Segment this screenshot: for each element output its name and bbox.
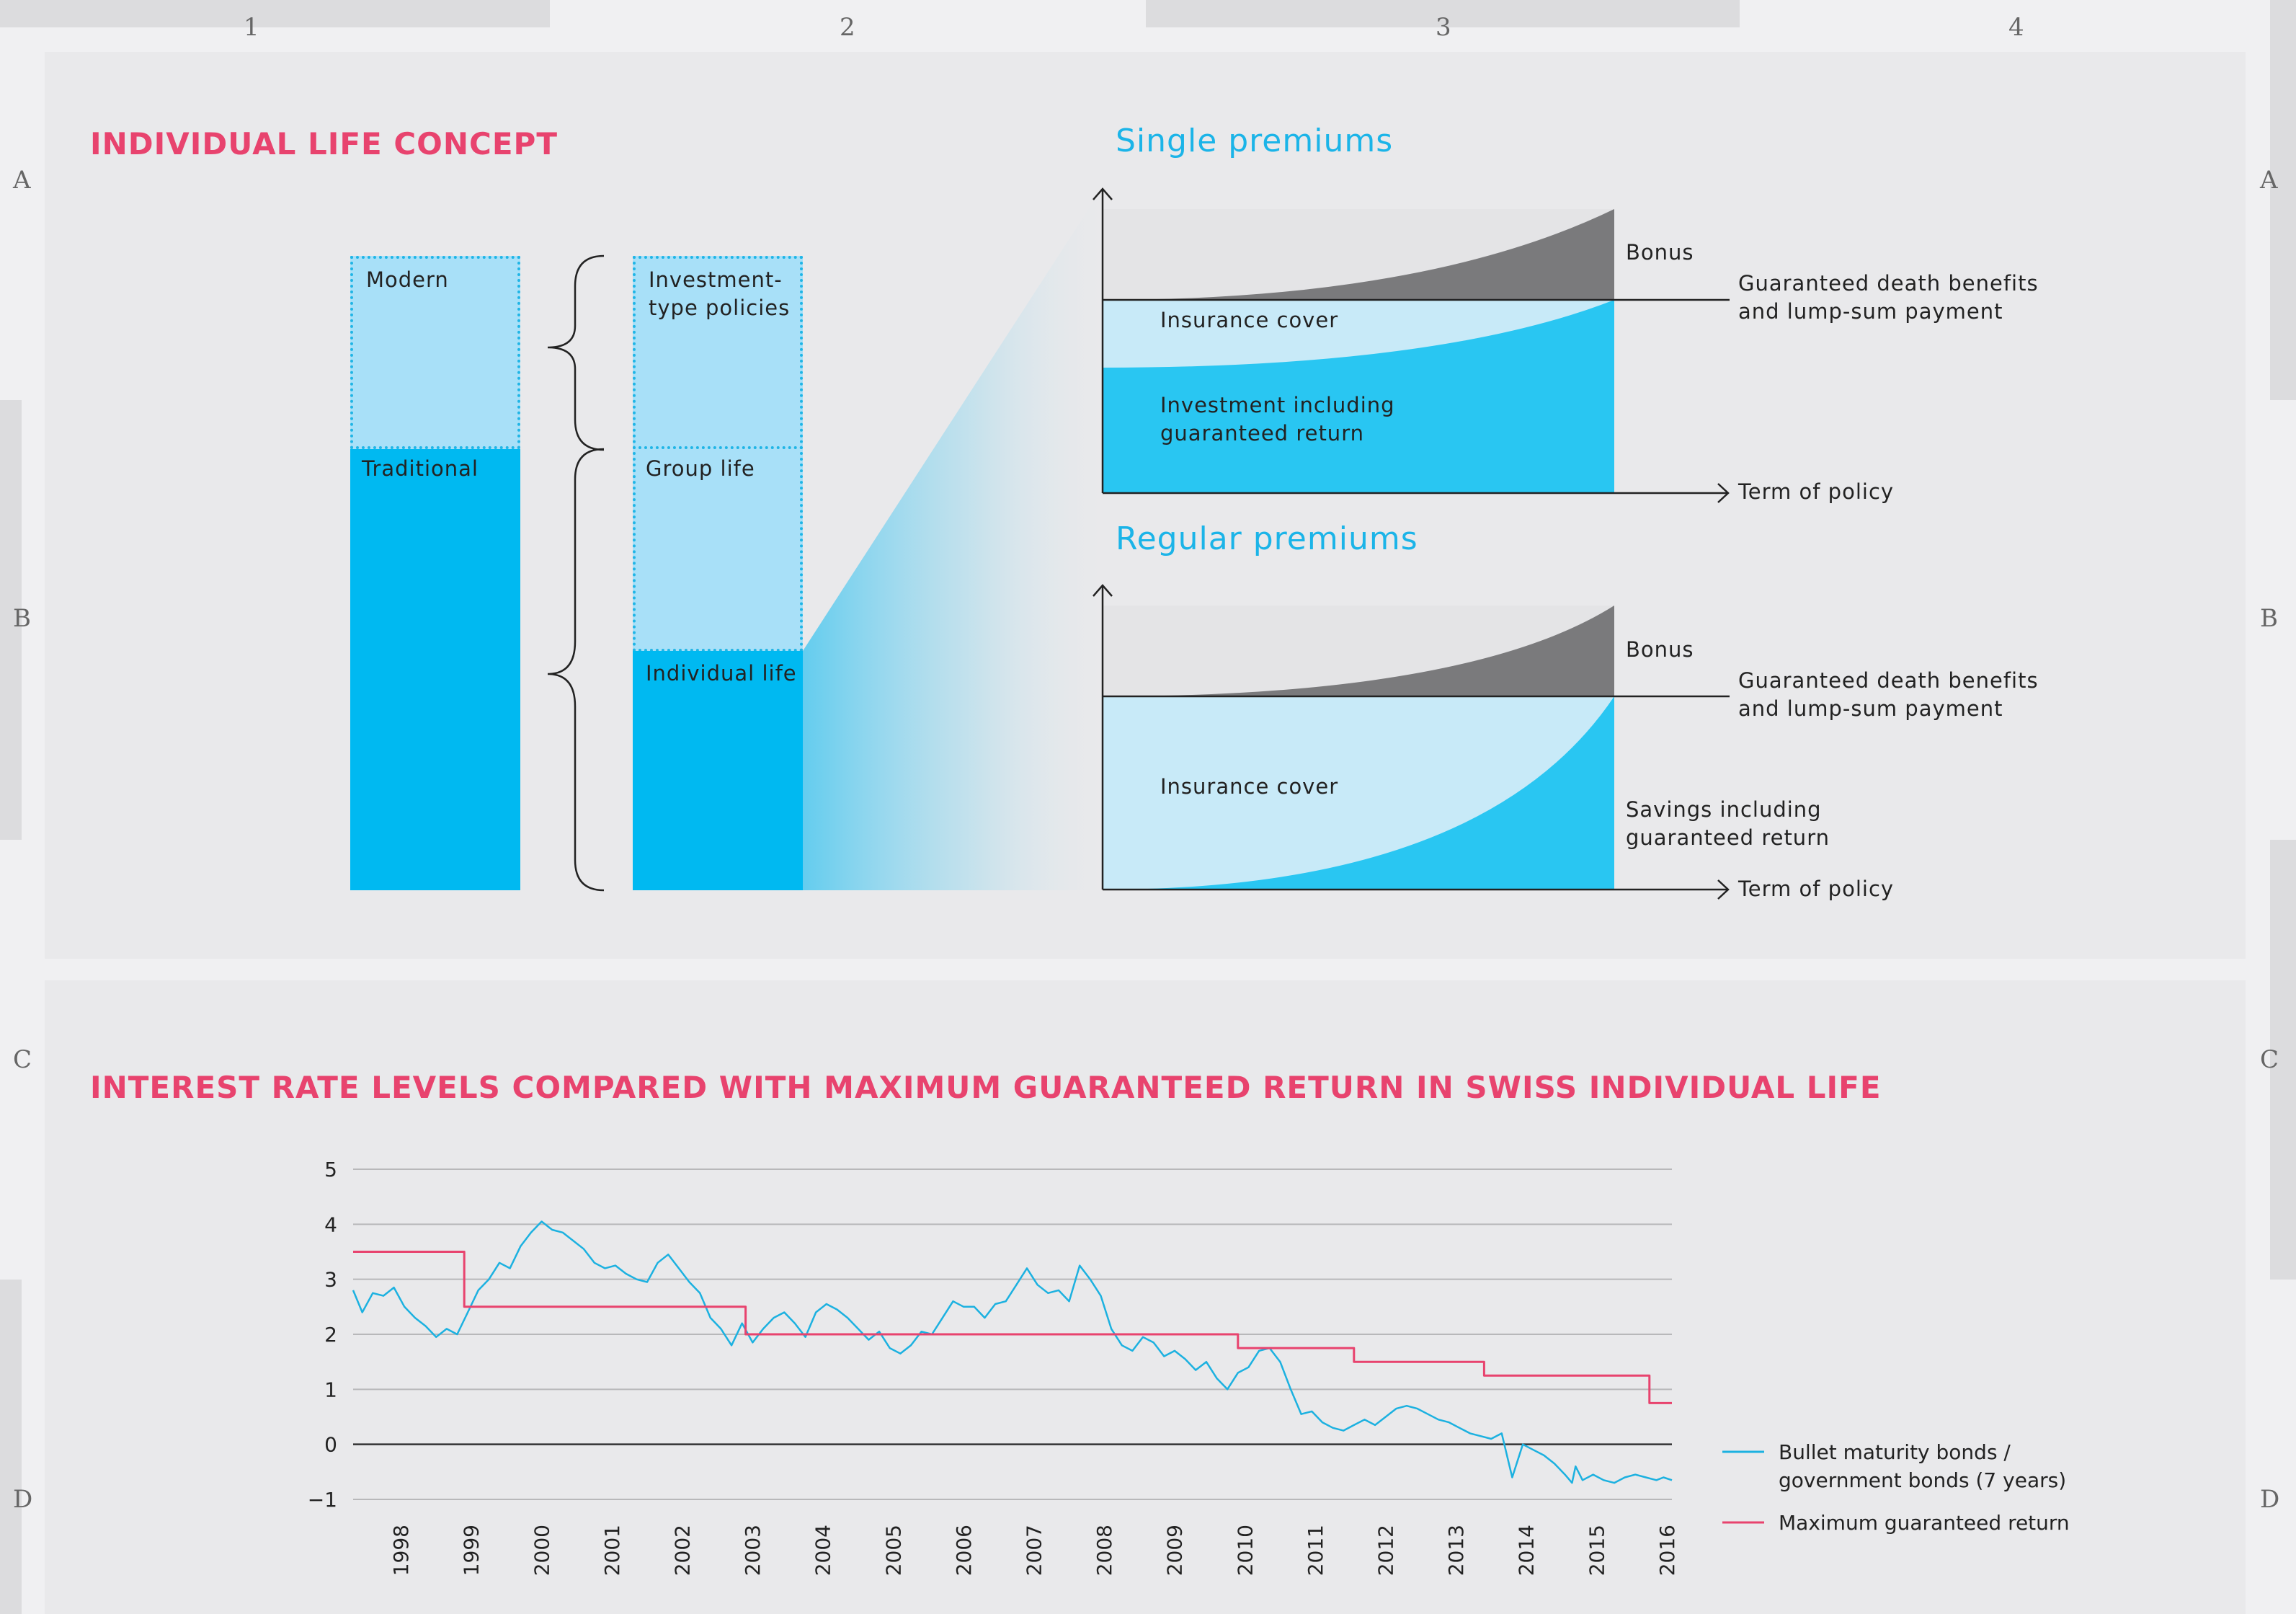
grid-column-1: 1 — [244, 13, 259, 42]
x-tick-label: 2014 — [1515, 1525, 1539, 1576]
concept-title: INDIVIDUAL LIFE CONCEPT — [90, 126, 558, 161]
right-edge-bar-c — [2270, 840, 2296, 1280]
grid-row-c-left: C — [13, 1045, 32, 1074]
x-tick-label: 2002 — [671, 1525, 695, 1576]
x-tick-label: 2004 — [811, 1525, 835, 1576]
traditional-label: Traditional — [362, 456, 479, 481]
interest-rate-chart: 5 4 3 2 1 0 −1 1998 1999 2000 2001 2002 2003 2004 2005… — [308, 1158, 2070, 1576]
regular-bonus-label: Bonus — [1626, 637, 1694, 662]
y-tick-label: 4 — [324, 1212, 337, 1236]
regular-guaranteed-label-1: Guaranteed death benefits — [1738, 668, 2039, 693]
x-tick-label: 2013 — [1444, 1525, 1468, 1576]
grid-column-4: 4 — [2008, 13, 2024, 42]
single-insurance-cover-label: Insurance cover — [1160, 308, 1339, 332]
single-guaranteed-label-2: and lump-sum payment — [1738, 299, 2003, 324]
single-x-axis-arrow — [1717, 483, 1730, 503]
legend-label-guaranteed: Maximum guaranteed return — [1779, 1511, 2070, 1535]
regular-savings-label-1: Savings including — [1626, 797, 1822, 822]
interest-panel — [45, 980, 2246, 1614]
interest-chart-title: INTEREST RATE LEVELS COMPARED WITH MAXIM… — [90, 1070, 1882, 1105]
grid-row-d-left: D — [13, 1485, 33, 1514]
brace-modern — [547, 254, 605, 451]
max-guaranteed-return-line — [353, 1251, 1672, 1404]
grid-row-d-right: D — [2260, 1485, 2280, 1514]
zoom-wedge — [803, 187, 1103, 890]
left-edge-bar-b — [0, 400, 22, 840]
single-investment-label-2: guaranteed return — [1160, 421, 1364, 445]
grid-row-c-right: C — [2260, 1045, 2279, 1074]
single-premiums-diagram — [1093, 187, 1730, 512]
regular-premiums-diagram — [1093, 584, 1730, 900]
top-edge-bar-1 — [0, 0, 550, 27]
regular-guaranteed-label-2: and lump-sum payment — [1738, 696, 2003, 721]
y-tick-label: 2 — [324, 1323, 337, 1347]
group-life-block — [633, 446, 803, 652]
individual-life-label: Individual life — [646, 661, 797, 686]
investment-type-label-1: Investment- — [649, 267, 783, 292]
x-tick-label: 2003 — [741, 1525, 765, 1576]
regular-y-axis-arrow — [1093, 584, 1113, 597]
regular-x-axis-arrow — [1717, 879, 1730, 900]
x-tick-label: 2007 — [1023, 1525, 1046, 1576]
single-bonus-area — [1103, 209, 1614, 300]
individual-life-block — [633, 651, 803, 890]
modern-label: Modern — [366, 267, 449, 292]
y-tick-label: 1 — [324, 1378, 337, 1401]
x-tick-label: 2009 — [1163, 1525, 1187, 1576]
regular-premiums-title: Regular premiums — [1116, 520, 1418, 557]
grid-row-a-right: A — [2260, 166, 2278, 195]
x-tick-label: 1999 — [460, 1525, 484, 1576]
legend-label-bonds-1: Bullet maturity bonds / — [1779, 1440, 2011, 1464]
left-edge-bar-d — [0, 1280, 22, 1614]
grid-column-3: 3 — [1436, 13, 1451, 42]
single-y-axis-arrow — [1093, 187, 1113, 200]
modern-block — [350, 256, 520, 449]
group-life-label: Group life — [646, 456, 755, 481]
grid-row-b-right: B — [2260, 604, 2278, 633]
bond-yield-line — [352, 1220, 1673, 1484]
grid-column-2: 2 — [840, 13, 855, 42]
single-bonus-label: Bonus — [1626, 240, 1694, 265]
legend-label-bonds-2: government bonds (7 years) — [1779, 1468, 2066, 1492]
brace-traditional — [547, 448, 605, 892]
single-guaranteed-label-1: Guaranteed death benefits — [1738, 271, 2039, 296]
y-tick-label: 0 — [324, 1433, 337, 1457]
single-investment-area — [1103, 300, 1614, 493]
single-term-label: Term of policy — [1738, 479, 1895, 504]
investment-type-label-2: type policies — [649, 296, 791, 320]
x-tick-label: 1998 — [389, 1525, 413, 1576]
regular-savings-area — [1103, 696, 1614, 890]
x-tick-label: 2005 — [881, 1525, 905, 1576]
single-premiums-title: Single premiums — [1116, 123, 1394, 159]
grid-row-b-left: B — [13, 604, 31, 633]
y-tick-label: 3 — [324, 1268, 337, 1292]
x-tick-label: 2011 — [1304, 1525, 1327, 1576]
top-edge-bar-3 — [1146, 0, 1740, 27]
traditional-block — [350, 449, 520, 890]
x-tick-label: 2000 — [530, 1525, 553, 1576]
regular-insurance-cover-label: Insurance cover — [1160, 774, 1339, 799]
x-tick-label: 2015 — [1585, 1525, 1608, 1576]
x-tick-label: 2010 — [1233, 1525, 1257, 1576]
x-tick-label: 2001 — [600, 1525, 624, 1576]
right-edge-bar-a — [2270, 0, 2296, 400]
x-tick-label: 2006 — [952, 1525, 976, 1576]
x-tick-label: 2008 — [1093, 1525, 1116, 1576]
single-investment-label-1: Investment including — [1160, 393, 1395, 417]
grid-row-a-left: A — [13, 166, 31, 195]
regular-term-label: Term of policy — [1738, 877, 1895, 901]
y-tick-label: −1 — [308, 1488, 337, 1512]
y-tick-label: 5 — [324, 1158, 337, 1181]
x-tick-label: 2016 — [1655, 1525, 1679, 1576]
regular-savings-label-2: guaranteed return — [1626, 825, 1830, 850]
x-tick-label: 2012 — [1374, 1525, 1398, 1576]
regular-bonus-area — [1103, 606, 1614, 696]
